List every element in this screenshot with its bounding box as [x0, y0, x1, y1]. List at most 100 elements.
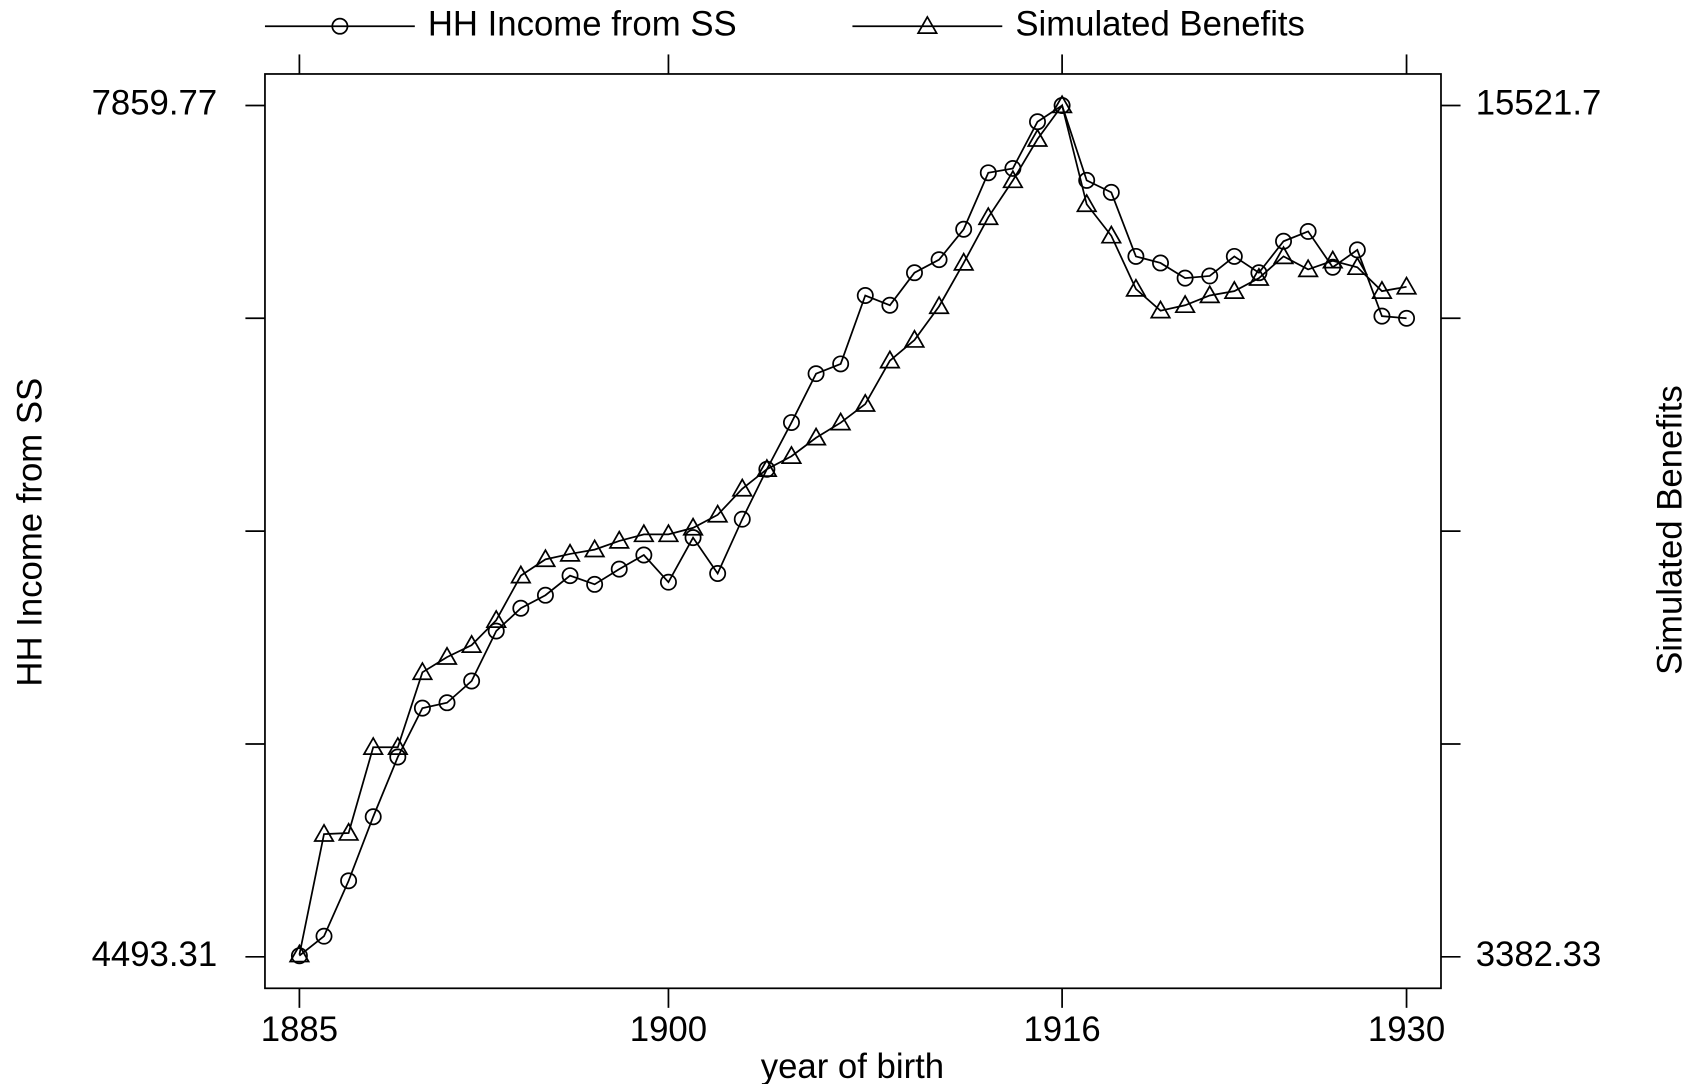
- marker: [337, 822, 360, 841]
- marker: [1051, 94, 1073, 114]
- marker: [313, 823, 335, 842]
- marker: [881, 296, 899, 314]
- marker: [290, 947, 308, 965]
- marker: [608, 529, 630, 549]
- marker: [610, 560, 628, 578]
- marker: [463, 672, 481, 690]
- marker: [682, 516, 704, 536]
- x-tick-label: 1900: [630, 1011, 707, 1049]
- marker: [340, 872, 358, 890]
- series-line: [298, 103, 1407, 955]
- marker: [633, 523, 655, 543]
- x-axis-title: year of birth: [761, 1048, 944, 1084]
- marker: [288, 943, 311, 963]
- marker: [1127, 247, 1145, 265]
- marker: [1075, 193, 1098, 213]
- marker: [684, 529, 702, 547]
- marker: [1078, 171, 1096, 189]
- marker: [411, 661, 434, 681]
- marker: [1346, 256, 1369, 276]
- marker: [1322, 249, 1344, 269]
- marker: [903, 329, 926, 348]
- marker: [1371, 280, 1393, 299]
- marker: [387, 736, 409, 756]
- series-line: [298, 104, 1407, 957]
- legend-label: Simulated Benefits: [1015, 5, 1305, 43]
- marker: [977, 206, 1000, 226]
- marker: [807, 365, 825, 383]
- marker: [1395, 275, 1418, 295]
- y-tick-label: 7859.77: [92, 85, 218, 123]
- x-tick-label: 1930: [1368, 1011, 1445, 1049]
- marker: [1299, 222, 1317, 240]
- marker: [536, 586, 554, 604]
- marker: [635, 546, 653, 564]
- marker: [733, 510, 751, 528]
- marker: [659, 573, 677, 591]
- marker: [436, 646, 458, 665]
- marker: [1026, 128, 1049, 147]
- marker: [1102, 183, 1120, 201]
- marker: [362, 736, 384, 756]
- marker: [583, 538, 606, 558]
- legend-label: HH Income from SS: [428, 5, 737, 43]
- marker: [1398, 309, 1416, 327]
- marker: [1176, 269, 1194, 287]
- marker: [512, 599, 530, 617]
- marker: [586, 575, 604, 593]
- marker: [854, 393, 877, 412]
- marker: [805, 426, 827, 446]
- marker: [832, 355, 850, 373]
- marker: [364, 808, 382, 826]
- marker: [856, 287, 874, 304]
- marker: [782, 414, 800, 432]
- marker: [438, 694, 456, 712]
- marker: [389, 748, 407, 766]
- marker: [460, 634, 483, 653]
- marker: [952, 251, 975, 271]
- marker: [930, 251, 948, 269]
- marker: [1100, 224, 1123, 244]
- marker: [879, 349, 901, 369]
- marker: [1198, 284, 1221, 304]
- marker: [487, 622, 505, 640]
- marker: [1272, 245, 1295, 265]
- legend-marker: [916, 15, 939, 34]
- marker: [485, 609, 507, 628]
- marker: [510, 564, 532, 584]
- marker: [1223, 280, 1246, 299]
- marker: [1002, 169, 1024, 189]
- marker: [1373, 307, 1391, 325]
- marker: [709, 565, 727, 582]
- marker: [413, 699, 431, 717]
- marker: [561, 567, 579, 585]
- y2-tick-label: 15521.7: [1476, 85, 1602, 123]
- y-axis-title: HH Income from SS: [12, 378, 50, 687]
- marker: [955, 220, 973, 238]
- marker: [928, 295, 950, 315]
- marker: [1152, 254, 1169, 272]
- marker: [657, 523, 680, 543]
- x-tick-label: 1916: [1023, 1011, 1100, 1049]
- marker: [706, 503, 729, 523]
- marker: [1248, 267, 1270, 286]
- x-tick-label: 1885: [261, 1011, 338, 1049]
- marker: [1125, 277, 1147, 297]
- marker: [1201, 267, 1219, 285]
- marker: [1297, 258, 1319, 278]
- y2-axis-title: Simulated Benefits: [1651, 385, 1689, 675]
- marker: [1225, 247, 1243, 265]
- marker: [906, 264, 923, 282]
- legend-marker: [331, 17, 349, 35]
- marker: [1149, 299, 1172, 319]
- marker: [731, 477, 753, 497]
- marker: [979, 164, 997, 182]
- marker: [756, 458, 778, 478]
- marker: [559, 542, 581, 562]
- marker: [1174, 294, 1196, 314]
- marker: [780, 445, 803, 465]
- marker: [1250, 264, 1268, 282]
- marker: [829, 411, 852, 431]
